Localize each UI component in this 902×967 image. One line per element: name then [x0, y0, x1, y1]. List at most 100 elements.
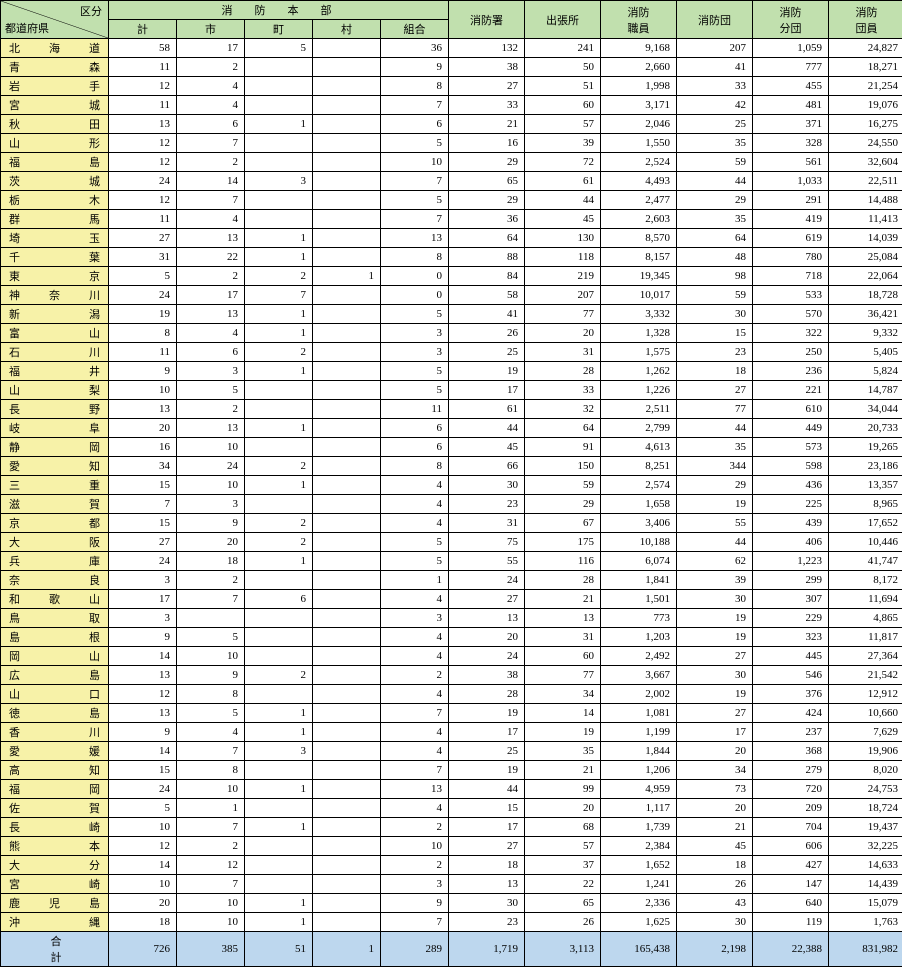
value-cell — [313, 134, 381, 153]
totals-row: 合計7263855112891,7193,113165,4382,19822,3… — [1, 932, 902, 967]
value-cell: 427 — [753, 856, 829, 875]
value-cell — [313, 96, 381, 115]
value-cell — [313, 628, 381, 647]
value-cell: 15 — [677, 324, 753, 343]
table-row: 鹿児島20101930652,3364364015,079 — [1, 894, 902, 913]
value-cell: 13 — [177, 419, 245, 438]
value-cell — [313, 533, 381, 552]
value-cell — [245, 628, 313, 647]
value-cell: 16 — [109, 438, 177, 457]
value-cell: 31 — [525, 628, 601, 647]
value-cell: 237 — [753, 723, 829, 742]
value-cell — [245, 438, 313, 457]
value-cell: 23 — [677, 343, 753, 362]
value-cell: 5 — [381, 552, 449, 571]
value-cell: 9 — [381, 58, 449, 77]
value-cell: 4 — [381, 799, 449, 818]
value-cell: 5 — [381, 362, 449, 381]
value-cell: 20 — [109, 419, 177, 438]
value-cell: 11 — [109, 210, 177, 229]
value-cell: 221 — [753, 381, 829, 400]
value-cell: 44 — [677, 419, 753, 438]
prefecture-cell: 佐賀 — [1, 799, 109, 818]
value-cell — [313, 438, 381, 457]
value-cell: 4 — [177, 210, 245, 229]
table-row: 大分1412218371,6521842714,633 — [1, 856, 902, 875]
value-cell: 2,336 — [601, 894, 677, 913]
value-cell: 299 — [753, 571, 829, 590]
value-cell: 24,753 — [829, 780, 902, 799]
prefecture-cell: 北海道 — [1, 39, 109, 58]
value-cell: 6 — [177, 343, 245, 362]
value-cell: 3 — [381, 875, 449, 894]
value-cell: 3,332 — [601, 305, 677, 324]
value-cell: 14,787 — [829, 381, 902, 400]
value-cell: 7 — [381, 761, 449, 780]
value-cell: 4 — [381, 495, 449, 514]
prefecture-cell: 大分 — [1, 856, 109, 875]
value-cell: 1,262 — [601, 362, 677, 381]
value-cell: 598 — [753, 457, 829, 476]
table-row: 富山841326201,328153229,332 — [1, 324, 902, 343]
value-cell: 4 — [177, 723, 245, 742]
table-row: 和歌山1776427211,5013030711,694 — [1, 590, 902, 609]
value-cell: 44 — [449, 419, 525, 438]
prefecture-cell: 高知 — [1, 761, 109, 780]
value-cell: 26 — [525, 913, 601, 932]
value-cell: 17 — [109, 590, 177, 609]
prefecture-cell: 群馬 — [1, 210, 109, 229]
value-cell: 7 — [109, 495, 177, 514]
value-cell: 1,652 — [601, 856, 677, 875]
value-cell: 4,613 — [601, 438, 677, 457]
value-cell: 5 — [177, 704, 245, 723]
value-cell: 1,117 — [601, 799, 677, 818]
value-cell: 2,511 — [601, 400, 677, 419]
table-row: 長崎1071217681,7392170419,437 — [1, 818, 902, 837]
value-cell: 344 — [677, 457, 753, 476]
value-cell: 35 — [677, 438, 753, 457]
table-row: 静岡1610645914,6133557319,265 — [1, 438, 902, 457]
prefecture-cell: 岡山 — [1, 647, 109, 666]
value-cell: 780 — [753, 248, 829, 267]
value-cell: 419 — [753, 210, 829, 229]
value-cell — [313, 913, 381, 932]
value-cell: 19,265 — [829, 438, 902, 457]
value-cell: 10,017 — [601, 286, 677, 305]
value-cell: 30 — [449, 476, 525, 495]
value-cell: 1,199 — [601, 723, 677, 742]
value-cell — [313, 419, 381, 438]
table-row: 山口128428342,0021937612,912 — [1, 685, 902, 704]
value-cell — [177, 609, 245, 628]
prefecture-cell: 福岡 — [1, 780, 109, 799]
value-cell: 19 — [109, 305, 177, 324]
value-cell: 13 — [177, 305, 245, 324]
value-cell: 8 — [177, 685, 245, 704]
table-row: 北海道58175361322419,1682071,05924,827 — [1, 39, 902, 58]
value-cell: 48 — [677, 248, 753, 267]
prefecture-cell: 兵庫 — [1, 552, 109, 571]
value-cell: 21,254 — [829, 77, 902, 96]
value-cell: 371 — [753, 115, 829, 134]
table-body: 北海道58175361322419,1682071,05924,827青森112… — [1, 39, 902, 967]
value-cell: 219 — [525, 267, 601, 286]
value-cell: 14 — [525, 704, 601, 723]
value-cell: 4 — [381, 476, 449, 495]
value-cell: 7 — [177, 134, 245, 153]
value-cell: 21,542 — [829, 666, 902, 685]
value-cell: 573 — [753, 438, 829, 457]
prefecture-cell: 滋賀 — [1, 495, 109, 514]
value-cell: 10,188 — [601, 533, 677, 552]
value-cell: 44 — [525, 191, 601, 210]
value-cell: 8,251 — [601, 457, 677, 476]
value-cell: 328 — [753, 134, 829, 153]
value-cell — [313, 495, 381, 514]
prefecture-cell: 富山 — [1, 324, 109, 343]
value-cell: 18,271 — [829, 58, 902, 77]
value-cell: 66 — [449, 457, 525, 476]
value-cell: 14,439 — [829, 875, 902, 894]
value-cell: 4 — [381, 742, 449, 761]
value-cell: 2,492 — [601, 647, 677, 666]
value-cell: 1 — [245, 913, 313, 932]
table-row: 沖縄18101723261,625301191,763 — [1, 913, 902, 932]
value-cell: 4,865 — [829, 609, 902, 628]
